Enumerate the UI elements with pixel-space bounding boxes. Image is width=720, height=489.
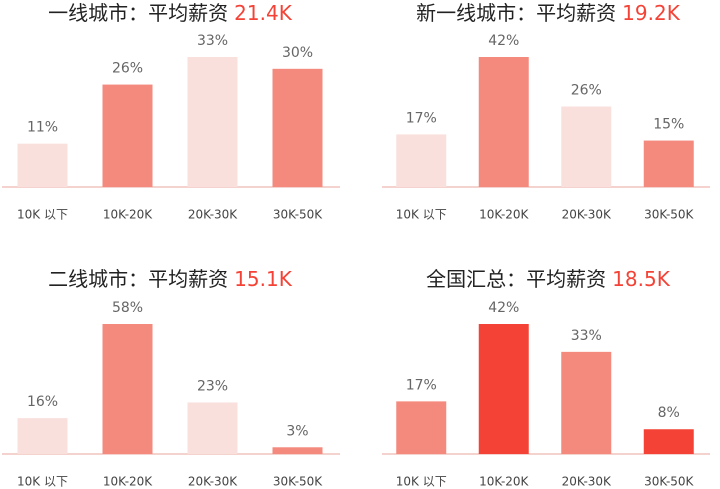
value-label: 17% [406, 110, 437, 126]
value-label: 26% [571, 83, 602, 99]
title-highlight: 15.1K [234, 267, 293, 291]
bar [272, 447, 323, 454]
bar [187, 57, 238, 187]
bar [643, 429, 694, 454]
value-label: 30% [282, 45, 313, 61]
title-text: 一线城市：平均薪资 [48, 1, 228, 25]
chart-title: 一线城市：平均薪资 21.4K [48, 1, 293, 25]
bar [102, 84, 153, 187]
value-label: 3% [286, 423, 308, 439]
bar [478, 324, 529, 454]
title-highlight: 21.4K [234, 1, 293, 25]
value-label: 58% [112, 300, 143, 316]
value-label: 15% [653, 117, 684, 133]
value-label: 42% [488, 300, 519, 316]
chart-title: 二线城市：平均薪资 15.1K [48, 267, 293, 291]
value-label: 26% [112, 61, 143, 77]
title-text: 新一线城市：平均薪资 [416, 1, 616, 25]
bar [17, 418, 68, 454]
value-label: 8% [658, 405, 680, 421]
chart-title: 全国汇总：平均薪资 18.5K [426, 267, 671, 291]
category-label: 10K 以下 [17, 208, 68, 222]
title-highlight: 18.5K [612, 267, 671, 291]
bar [396, 134, 447, 187]
bar [187, 402, 238, 454]
bar [272, 68, 323, 187]
category-label: 10K-20K [103, 475, 153, 489]
value-label: 17% [406, 377, 437, 393]
title-text: 全国汇总：平均薪资 [426, 267, 606, 291]
category-label: 10K 以下 [17, 475, 68, 489]
category-label: 10K-20K [479, 475, 529, 489]
category-label: 30K-50K [644, 475, 694, 489]
category-label: 10K-20K [479, 208, 529, 222]
bar [17, 143, 68, 187]
category-label: 30K-50K [273, 208, 323, 222]
value-label: 33% [571, 328, 602, 344]
category-label: 10K-20K [103, 208, 153, 222]
category-label: 20K-30K [188, 475, 238, 489]
category-label: 10K 以下 [396, 208, 447, 222]
title-text: 二线城市：平均薪资 [48, 267, 228, 291]
value-label: 33% [197, 33, 228, 49]
bar [561, 351, 612, 454]
category-label: 30K-50K [273, 475, 323, 489]
category-label: 30K-50K [644, 208, 694, 222]
category-label: 10K 以下 [396, 475, 447, 489]
category-label: 20K-30K [188, 208, 238, 222]
chart-title: 新一线城市：平均薪资 19.2K [416, 1, 681, 25]
value-label: 23% [197, 378, 228, 394]
bar [102, 324, 153, 454]
bar [478, 57, 529, 187]
title-highlight: 19.2K [622, 1, 681, 25]
value-label: 11% [27, 120, 58, 136]
value-label: 42% [488, 33, 519, 49]
category-label: 20K-30K [562, 475, 612, 489]
bar [561, 106, 612, 187]
bar [396, 401, 447, 454]
category-label: 20K-30K [562, 208, 612, 222]
value-label: 16% [27, 394, 58, 410]
bar [643, 140, 694, 187]
